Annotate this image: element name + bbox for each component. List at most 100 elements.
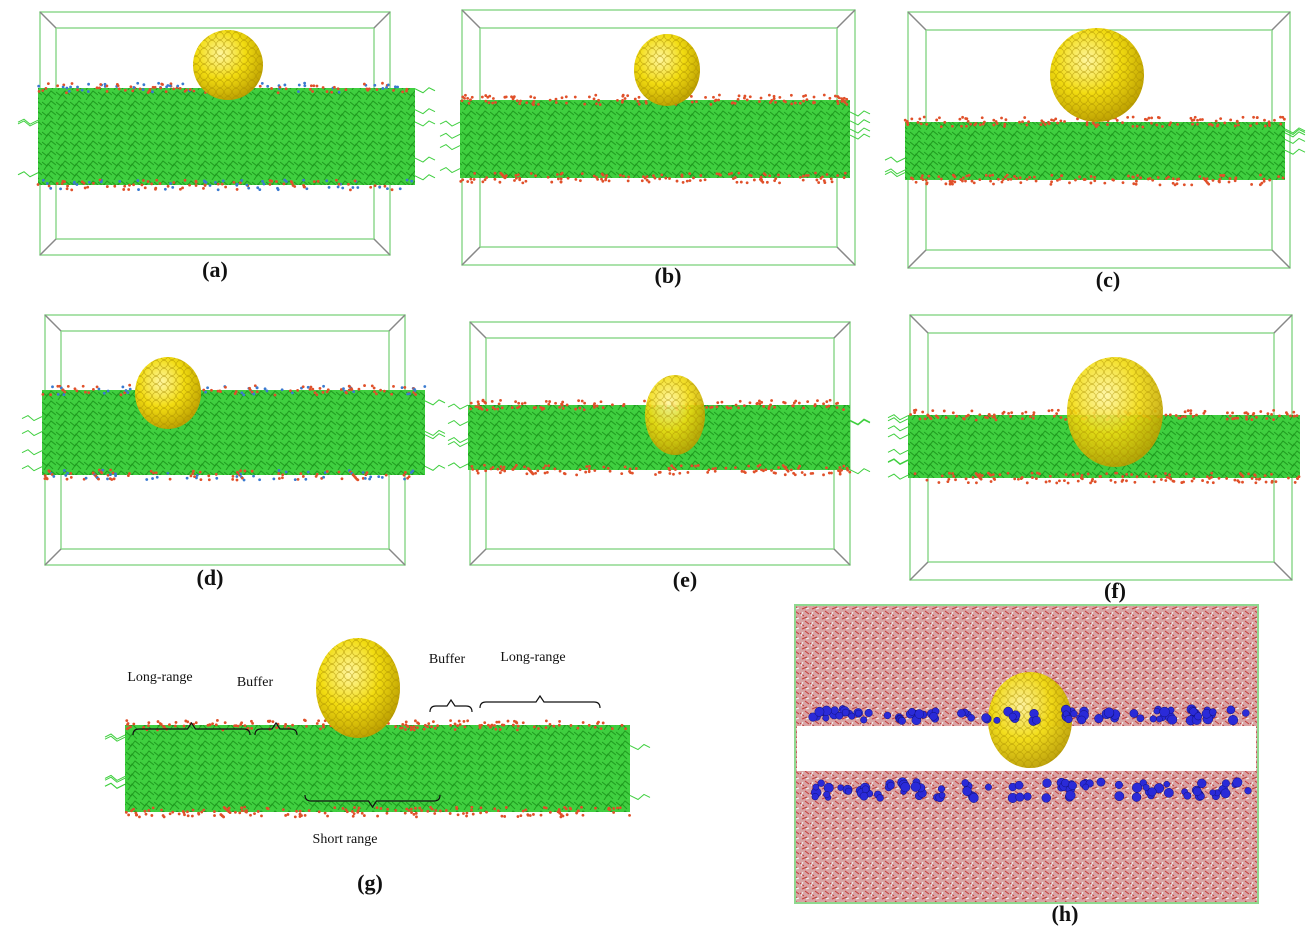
lipid-head xyxy=(103,392,106,395)
lipid-head xyxy=(330,91,333,94)
lipid-head xyxy=(493,807,496,810)
lipid-head xyxy=(1010,411,1013,414)
lipid-head xyxy=(1218,181,1221,184)
lipid-head xyxy=(147,809,150,812)
lipid-head xyxy=(1228,181,1231,184)
lipid-head xyxy=(619,806,622,809)
lipid-head xyxy=(387,83,390,86)
lipid-head xyxy=(611,727,614,730)
lipid-head xyxy=(125,719,128,722)
lipid-head xyxy=(117,84,120,87)
lipid-head xyxy=(81,180,84,183)
panel-label: (c) xyxy=(1096,267,1120,292)
lipid-head xyxy=(624,727,627,730)
lipid-head xyxy=(682,181,685,184)
lipid-head xyxy=(283,84,286,87)
lipid-head xyxy=(799,102,802,105)
lipid-head xyxy=(988,413,991,416)
lipid-head xyxy=(584,471,587,474)
lipid-tail xyxy=(440,145,460,150)
lipid-head xyxy=(762,405,765,408)
lipid-head xyxy=(1234,417,1237,420)
lipid-head xyxy=(575,473,578,476)
phosphate xyxy=(1016,793,1024,801)
phosphate xyxy=(1132,783,1142,793)
lipid-head xyxy=(71,82,74,85)
lipid-head xyxy=(668,177,671,180)
lipid-head xyxy=(1007,178,1010,181)
lipid-head xyxy=(166,472,169,475)
lipid-head xyxy=(545,400,548,403)
lipid-head xyxy=(798,465,801,468)
lipid-head xyxy=(319,727,322,730)
lipid-head xyxy=(524,808,527,811)
lipid-head xyxy=(1036,472,1039,475)
lipid-head xyxy=(576,727,579,730)
lipid-head xyxy=(244,810,247,813)
lipid-head xyxy=(278,477,281,480)
lipid-head xyxy=(600,727,603,730)
lipid-head xyxy=(106,90,109,93)
lipid-head xyxy=(403,474,406,477)
lipid-tail xyxy=(440,121,460,126)
lipid-head xyxy=(517,402,520,405)
sim-box-edge xyxy=(1274,315,1292,333)
sim-box-edge xyxy=(837,247,855,265)
lipid-head xyxy=(240,391,243,394)
lipid-tail xyxy=(22,450,42,455)
lipid-head xyxy=(1168,473,1171,476)
lipid-head xyxy=(654,177,657,180)
lipid-head xyxy=(1060,416,1063,419)
lipid-head xyxy=(235,724,238,727)
lipid-head xyxy=(322,726,325,729)
phosphate xyxy=(1078,716,1086,724)
lipid-head xyxy=(1048,480,1051,483)
lipid-head xyxy=(825,405,828,408)
lipid-head xyxy=(545,720,548,723)
lipid-head xyxy=(203,180,206,183)
lipid-head xyxy=(353,806,356,809)
phosphate xyxy=(1184,792,1191,799)
lipid-head xyxy=(250,720,253,723)
lipid-head xyxy=(704,178,707,181)
lipid-head xyxy=(426,810,429,813)
lipid-head xyxy=(542,467,545,470)
phosphate xyxy=(1164,788,1173,797)
lipid-head xyxy=(714,470,717,473)
lipid-head xyxy=(1040,123,1043,126)
lipid-head xyxy=(825,466,828,469)
lipid-head xyxy=(351,810,354,813)
lipid-head xyxy=(955,415,958,418)
sim-box-edge xyxy=(462,10,480,28)
lipid-head xyxy=(1125,479,1128,482)
region-label: Long-range xyxy=(127,670,192,685)
panel-label: (e) xyxy=(673,567,697,592)
lipid-head xyxy=(144,186,147,189)
lipid-head xyxy=(362,471,365,474)
lipid-head xyxy=(588,96,591,99)
lipid-head xyxy=(206,386,209,389)
lipid-head xyxy=(602,406,605,409)
lipid-head xyxy=(1184,410,1187,413)
lipid-head xyxy=(724,467,727,470)
lipid-head xyxy=(142,83,145,86)
lipid-head xyxy=(291,724,294,727)
lipid-head xyxy=(821,175,824,178)
lipid-head xyxy=(371,384,374,387)
lipid-head xyxy=(1045,481,1048,484)
lipid-head xyxy=(1136,475,1139,478)
lipid-head xyxy=(1021,476,1024,479)
lipid-head xyxy=(257,810,260,813)
sim-box-edge xyxy=(40,12,56,28)
lipid-head xyxy=(1033,176,1036,179)
nanoparticle-atoms xyxy=(135,357,201,429)
lipid-head xyxy=(1144,118,1147,121)
lipid-head xyxy=(311,388,314,391)
lipid-head xyxy=(481,399,484,402)
lipid-head xyxy=(303,84,306,87)
lipid-head xyxy=(109,477,112,480)
lipid-head xyxy=(272,477,275,480)
lipid-tail xyxy=(850,469,870,474)
lipid-head xyxy=(941,474,944,477)
lipid-head xyxy=(822,402,825,405)
